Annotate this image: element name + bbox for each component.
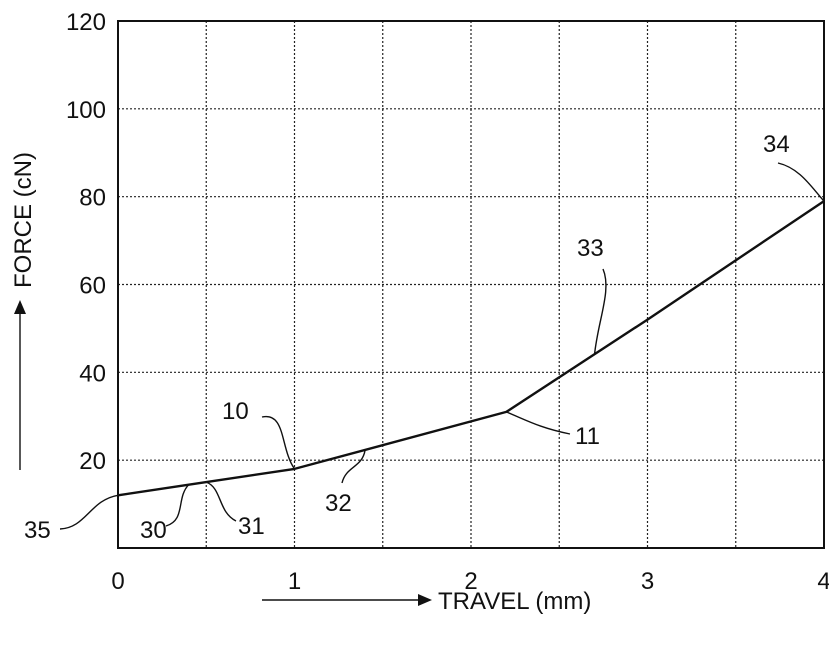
annotation-leader <box>165 484 190 527</box>
grid <box>118 21 824 548</box>
y-tick-label: 120 <box>66 9 106 36</box>
y-tick-label: 100 <box>66 97 106 124</box>
plot-frame <box>117 20 825 549</box>
annotation-label: 34 <box>763 131 790 158</box>
annotation-leader <box>593 268 607 355</box>
annotation-leader <box>59 494 119 530</box>
y-tick-labels: 20 40 60 80 100 120 <box>66 9 106 475</box>
x-axis-arrowhead-icon <box>418 594 432 606</box>
annotation-leader <box>777 162 825 202</box>
y-axis-title: FORCE (cN) <box>10 152 37 470</box>
y-tick-label: 20 <box>79 448 106 475</box>
annotation-leader <box>506 411 571 435</box>
series-line <box>117 200 825 497</box>
y-axis-arrowhead-icon <box>14 300 26 314</box>
x-tick-label: 2 <box>464 568 477 595</box>
x-tick-label: 4 <box>817 568 829 595</box>
y-axis-label: FORCE (cN) <box>10 152 37 288</box>
annotation-label: 31 <box>238 513 265 540</box>
annotation-label: 10 <box>222 398 249 425</box>
x-tick-labels: 0 1 2 3 4 <box>111 568 829 595</box>
annotation-leader <box>261 415 296 470</box>
annotation-leader <box>341 449 366 484</box>
annotation-label: 30 <box>140 517 167 544</box>
annotations: 35 30 31 10 32 11 33 34 <box>24 131 825 544</box>
annotation-label: 35 <box>24 517 51 544</box>
y-tick-label: 40 <box>79 360 106 387</box>
x-tick-label: 1 <box>288 568 301 595</box>
annotation-label: 32 <box>325 490 352 517</box>
annotation-leader <box>205 481 237 522</box>
x-tick-label: 0 <box>111 568 124 595</box>
x-tick-label: 3 <box>641 568 654 595</box>
y-tick-label: 80 <box>79 185 106 212</box>
x-axis-title: TRAVEL (mm) <box>262 588 591 615</box>
y-tick-label: 60 <box>79 273 106 300</box>
annotation-label: 33 <box>577 235 604 262</box>
x-axis-label: TRAVEL (mm) <box>438 588 591 615</box>
annotation-label: 11 <box>575 423 600 450</box>
